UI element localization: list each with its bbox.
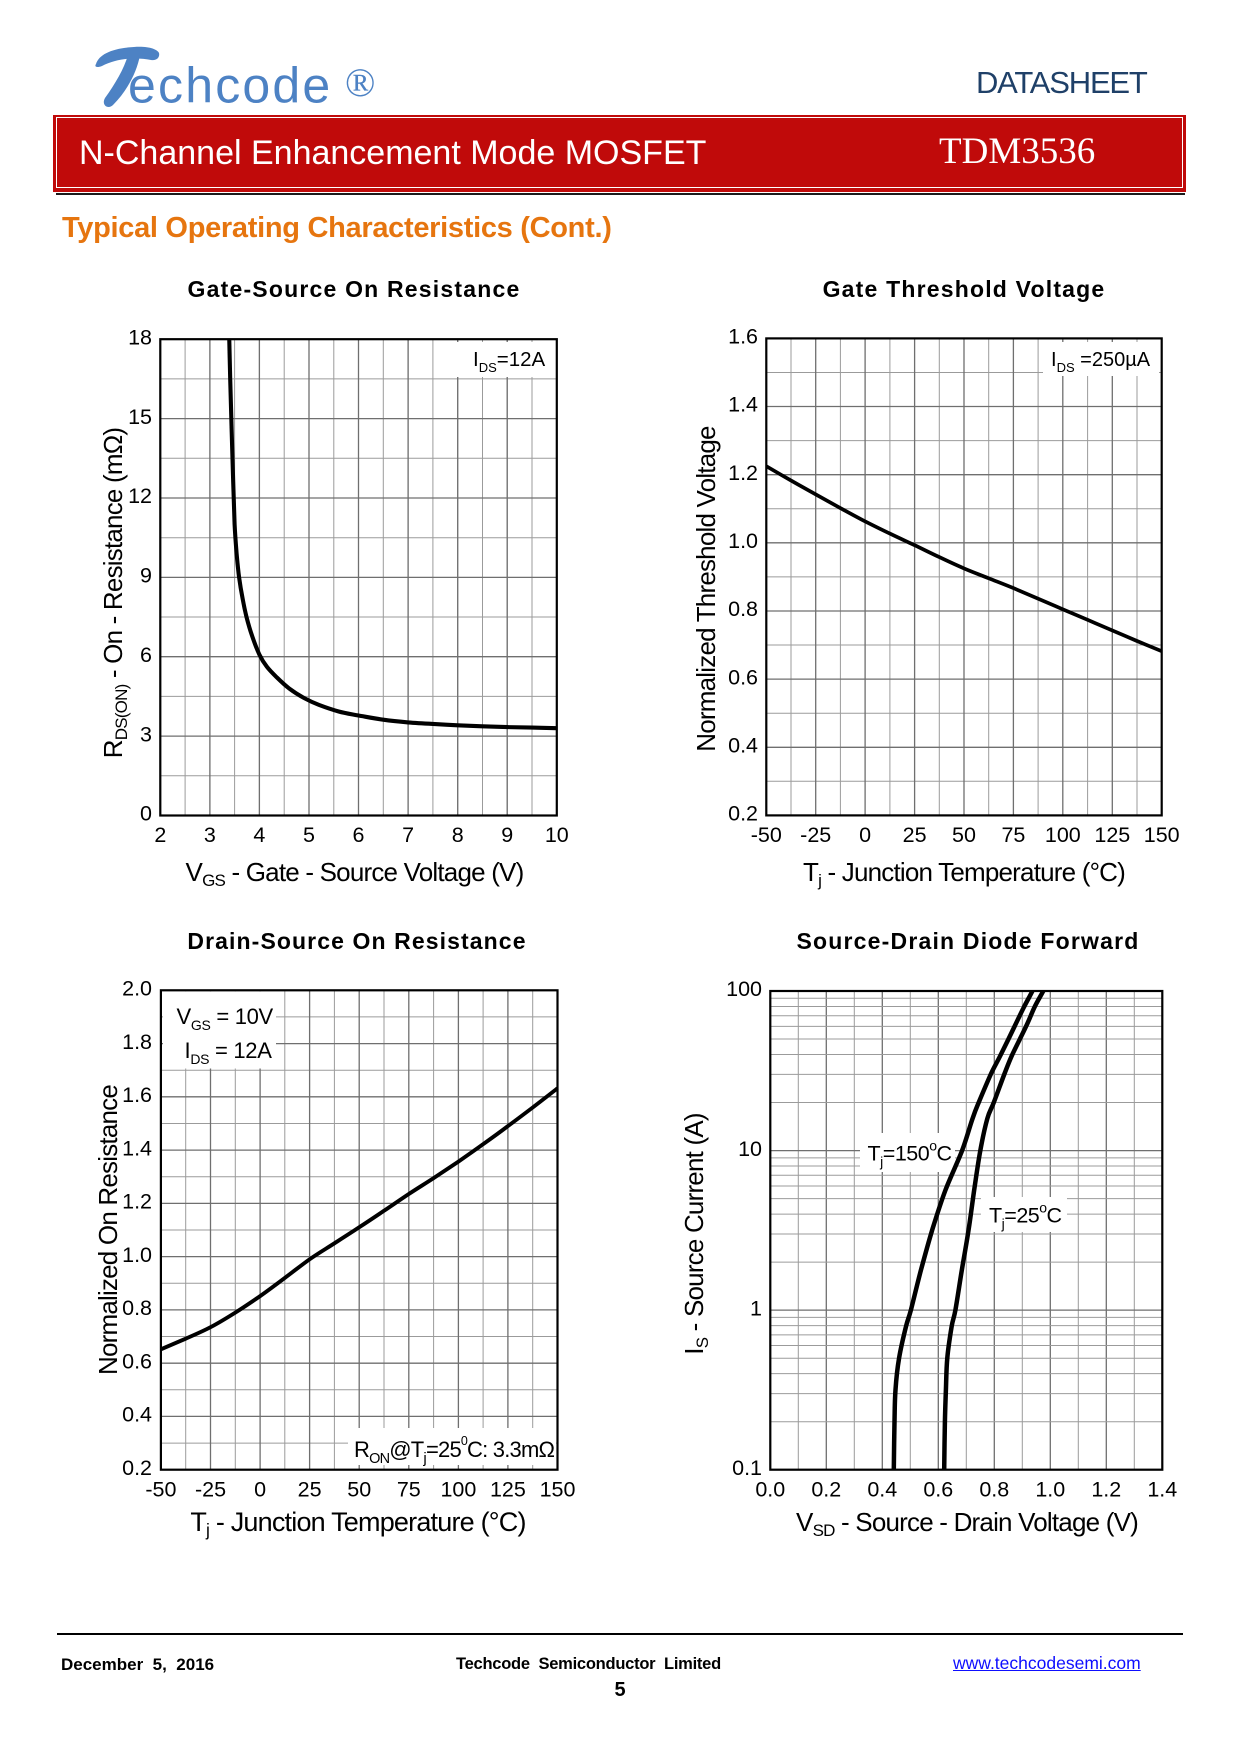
- svg-text:10: 10: [738, 1137, 762, 1161]
- svg-text:25: 25: [903, 823, 927, 847]
- svg-text:0: 0: [859, 823, 871, 847]
- svg-text:VGS - Gate - Source Voltage (V: VGS - Gate - Source Voltage (V): [186, 857, 524, 890]
- svg-text:0.8: 0.8: [122, 1296, 152, 1320]
- svg-text:Drain-Source On Resistance: Drain-Source On Resistance: [187, 928, 526, 954]
- svg-text:Tj - Junction Temperature (°C): Tj - Junction Temperature (°C): [803, 857, 1125, 890]
- svg-text:150: 150: [540, 1477, 576, 1501]
- svg-text:10: 10: [545, 823, 569, 847]
- svg-text:-25: -25: [800, 823, 831, 847]
- svg-text:1.6: 1.6: [122, 1083, 152, 1107]
- svg-text:0.8: 0.8: [979, 1477, 1009, 1501]
- svg-text:1.8: 1.8: [122, 1030, 152, 1054]
- svg-text:9: 9: [501, 823, 513, 847]
- svg-text:Normalized Threshold Voltage: Normalized Threshold Voltage: [691, 426, 721, 752]
- svg-text:4: 4: [253, 823, 265, 847]
- svg-text:0.2: 0.2: [728, 802, 758, 826]
- svg-text:-50: -50: [145, 1477, 176, 1501]
- svg-text:7: 7: [402, 823, 414, 847]
- svg-text:Source-Drain Diode Forward: Source-Drain Diode Forward: [796, 928, 1139, 954]
- svg-text:50: 50: [952, 823, 976, 847]
- svg-text:Gate-Source On Resistance: Gate-Source On Resistance: [188, 276, 521, 302]
- svg-text:0.0: 0.0: [755, 1477, 785, 1501]
- svg-text:12: 12: [128, 484, 152, 508]
- svg-text:5: 5: [303, 823, 315, 847]
- svg-text:0.4: 0.4: [728, 734, 758, 758]
- svg-text:100: 100: [1045, 823, 1081, 847]
- svg-text:-50: -50: [751, 823, 782, 847]
- svg-text:Tj=150oC: Tj=150oC: [868, 1138, 952, 1170]
- svg-text:15: 15: [128, 405, 152, 429]
- svg-text:1.4: 1.4: [728, 393, 758, 417]
- svg-text:0.2: 0.2: [122, 1456, 152, 1480]
- svg-text:®: ®: [345, 60, 375, 105]
- svg-text:75: 75: [397, 1477, 421, 1501]
- svg-text:0.6: 0.6: [728, 665, 758, 689]
- svg-text:100: 100: [440, 1477, 476, 1501]
- svg-text:18: 18: [128, 325, 152, 349]
- svg-text:100: 100: [726, 977, 762, 1001]
- svg-text:125: 125: [490, 1477, 526, 1501]
- svg-text:125: 125: [1094, 823, 1130, 847]
- svg-text:Gate Threshold Voltage: Gate Threshold Voltage: [823, 276, 1106, 302]
- svg-text:Tj=25oC: Tj=25oC: [989, 1200, 1062, 1232]
- svg-text:2: 2: [154, 823, 166, 847]
- svg-text:1.2: 1.2: [122, 1190, 152, 1214]
- svg-text:0: 0: [140, 802, 152, 826]
- svg-text:1.2: 1.2: [728, 461, 758, 485]
- svg-text:50: 50: [347, 1477, 371, 1501]
- svg-text:3: 3: [140, 722, 152, 746]
- svg-text:IDS=12A: IDS=12A: [473, 348, 546, 375]
- svg-text:1.6: 1.6: [728, 325, 758, 349]
- svg-text:75: 75: [1001, 823, 1025, 847]
- svg-text:IS - Source Current (A): IS - Source Current (A): [679, 1113, 712, 1355]
- svg-text:Tj - Junction Temperature (°C): Tj - Junction Temperature (°C): [190, 1507, 525, 1540]
- svg-text:0.6: 0.6: [122, 1349, 152, 1373]
- svg-text:-25: -25: [195, 1477, 226, 1501]
- svg-text:echcode: echcode: [128, 58, 332, 114]
- svg-text:1.4: 1.4: [1147, 1477, 1177, 1501]
- svg-text:0.1: 0.1: [732, 1456, 762, 1480]
- svg-text:0.6: 0.6: [923, 1477, 953, 1501]
- svg-text:1.0: 1.0: [122, 1243, 152, 1267]
- svg-text:0.4: 0.4: [867, 1477, 897, 1501]
- svg-text:VSD - Source - Drain Voltage (: VSD - Source - Drain Voltage (V): [796, 1507, 1138, 1540]
- svg-text:9: 9: [140, 564, 152, 588]
- svg-text:1.4: 1.4: [122, 1136, 152, 1160]
- svg-text:0: 0: [254, 1477, 266, 1501]
- svg-text:3: 3: [204, 823, 216, 847]
- svg-text:1.2: 1.2: [1091, 1477, 1121, 1501]
- svg-text:2.0: 2.0: [122, 977, 152, 1001]
- svg-text:VGS = 10V: VGS = 10V: [177, 1004, 274, 1033]
- svg-text:RDS(ON) - On - Resistance (mΩ): RDS(ON) - On - Resistance (mΩ): [98, 428, 131, 759]
- svg-text:IDS = 12A: IDS = 12A: [185, 1038, 273, 1067]
- svg-text:8: 8: [452, 823, 464, 847]
- svg-text:0.2: 0.2: [811, 1477, 841, 1501]
- svg-text:0.8: 0.8: [728, 597, 758, 621]
- svg-text:Normalized On Resistance: Normalized On Resistance: [93, 1085, 123, 1375]
- svg-text:6: 6: [140, 643, 152, 667]
- svg-text:0.4: 0.4: [122, 1403, 152, 1427]
- svg-text:6: 6: [353, 823, 365, 847]
- svg-text:25: 25: [298, 1477, 322, 1501]
- svg-text:1.0: 1.0: [1035, 1477, 1065, 1501]
- svg-text:1.0: 1.0: [728, 529, 758, 553]
- svg-text:150: 150: [1144, 823, 1180, 847]
- svg-text:1: 1: [750, 1296, 762, 1320]
